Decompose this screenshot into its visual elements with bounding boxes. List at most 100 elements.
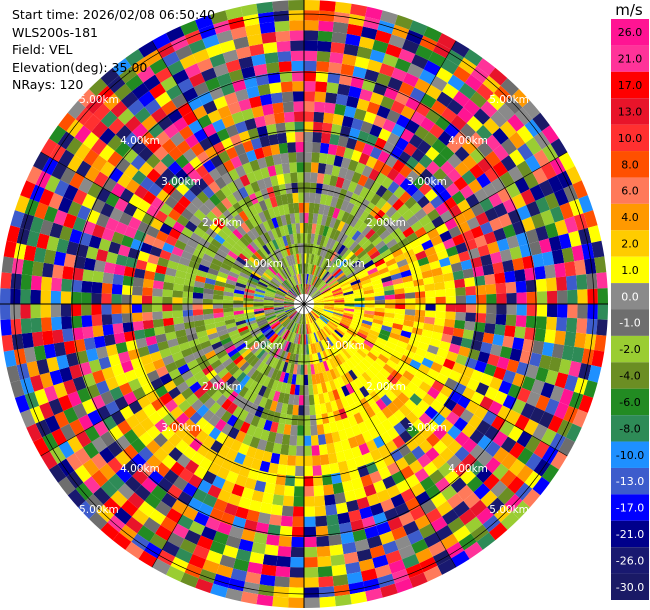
velocity-gate xyxy=(179,538,197,554)
velocity-gate xyxy=(344,304,355,307)
velocity-gate xyxy=(536,304,548,317)
velocity-gate xyxy=(168,419,183,433)
velocity-gate xyxy=(373,315,385,321)
velocity-gate xyxy=(257,438,268,451)
velocity-gate xyxy=(512,372,526,388)
velocity-gate xyxy=(322,371,330,383)
velocity-gate xyxy=(161,454,177,470)
velocity-gate xyxy=(217,489,232,503)
velocity-gate xyxy=(561,345,575,361)
velocity-gate xyxy=(584,333,597,350)
velocity-gate xyxy=(249,436,261,449)
velocity-gate xyxy=(275,381,283,393)
velocity-gate xyxy=(578,394,594,413)
velocity-gate xyxy=(26,423,43,442)
velocity-gate xyxy=(320,340,327,351)
velocity-gate xyxy=(391,470,406,485)
velocity-gate xyxy=(331,316,341,323)
velocity-gate xyxy=(276,338,284,348)
velocity-gate xyxy=(292,312,299,321)
velocity-gate xyxy=(96,504,115,523)
velocity-gate xyxy=(272,323,282,332)
velocity-gate xyxy=(318,372,325,384)
velocity-gate xyxy=(280,328,288,338)
velocity-gate xyxy=(304,506,316,517)
velocity-gate xyxy=(359,345,370,355)
velocity-gate xyxy=(290,546,304,558)
velocity-gate xyxy=(407,529,424,545)
velocity-gate xyxy=(322,312,332,318)
velocity-gate xyxy=(400,465,415,480)
velocity-gate xyxy=(74,464,92,483)
velocity-gate xyxy=(492,430,508,447)
velocity-gate xyxy=(324,325,333,335)
velocity-gate xyxy=(310,311,318,320)
velocity-gate xyxy=(395,457,409,471)
colorbar-tick-label: -4.0 xyxy=(619,370,640,383)
velocity-gate xyxy=(597,304,609,320)
velocity-gate xyxy=(258,584,275,597)
velocity-gate xyxy=(308,384,314,396)
velocity-gate xyxy=(69,419,85,436)
velocity-gate xyxy=(381,406,394,419)
velocity-gate xyxy=(288,321,295,332)
velocity-gate xyxy=(412,432,426,446)
velocity-gate xyxy=(396,479,411,494)
velocity-gate xyxy=(375,371,387,383)
velocity-gate xyxy=(154,462,171,478)
velocity-gate xyxy=(330,400,339,412)
velocity-gate xyxy=(341,480,354,493)
velocity-gate xyxy=(521,376,536,392)
velocity-gate xyxy=(341,318,352,325)
velocity-gate xyxy=(340,396,350,409)
velocity-gate xyxy=(398,375,411,387)
velocity-gate xyxy=(288,587,304,598)
velocity-gate xyxy=(402,520,419,536)
velocity-gate xyxy=(371,322,383,330)
velocity-gate xyxy=(327,524,341,536)
velocity-gate xyxy=(311,310,321,317)
velocity-gate xyxy=(500,436,517,453)
velocity-gate xyxy=(440,533,459,550)
velocity-gate xyxy=(386,401,399,415)
velocity-gate xyxy=(435,304,446,312)
velocity-gate xyxy=(359,409,370,422)
velocity-gate xyxy=(401,325,413,333)
velocity-gate xyxy=(525,364,539,380)
velocity-gate xyxy=(58,440,75,459)
velocity-gate xyxy=(387,414,400,427)
velocity-gate xyxy=(300,364,304,375)
velocity-gate xyxy=(212,475,226,490)
velocity-gate xyxy=(327,335,336,345)
velocity-gate xyxy=(171,499,188,515)
velocity-gate xyxy=(386,359,398,370)
velocity-gate xyxy=(342,361,352,372)
velocity-gate xyxy=(325,401,333,413)
velocity-gate xyxy=(215,431,228,445)
velocity-gate xyxy=(246,354,257,365)
velocity-gate xyxy=(110,490,128,508)
velocity-gate xyxy=(319,454,330,466)
velocity-gate xyxy=(315,515,328,527)
velocity-gate xyxy=(93,420,109,437)
velocity-gate xyxy=(269,400,278,412)
velocity-gate xyxy=(446,454,462,470)
velocity-gate xyxy=(244,477,257,490)
velocity-gate xyxy=(380,349,392,360)
velocity-gate xyxy=(166,565,185,582)
velocity-gate xyxy=(524,327,536,341)
velocity-gate xyxy=(313,305,324,309)
velocity-gate xyxy=(419,476,435,491)
velocity-gate xyxy=(414,514,431,530)
velocity-gate xyxy=(281,317,290,326)
velocity-gate xyxy=(351,319,362,326)
velocity-gate xyxy=(453,525,471,542)
velocity-gate xyxy=(312,308,323,315)
velocity-gate xyxy=(424,351,437,362)
velocity-gate xyxy=(452,500,470,518)
velocity-gate xyxy=(289,577,304,588)
velocity-gate xyxy=(488,522,508,541)
velocity-gate xyxy=(181,387,194,400)
velocity-gate xyxy=(355,334,366,343)
velocity-gate xyxy=(315,373,321,385)
